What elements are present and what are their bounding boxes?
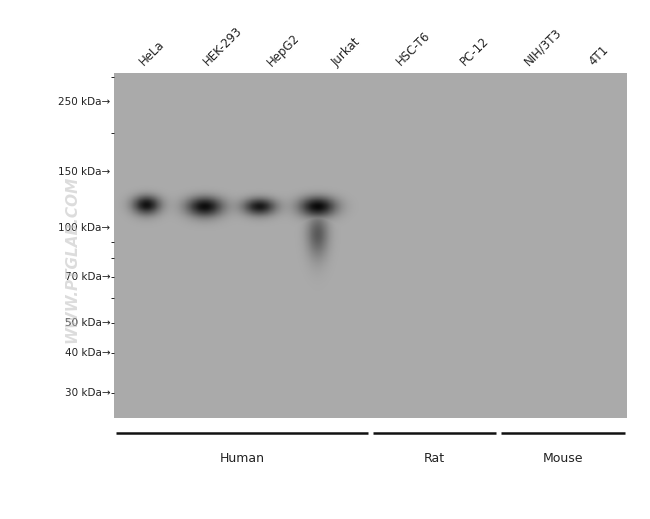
Text: HepG2: HepG2: [265, 31, 303, 69]
Text: 50 kDa→: 50 kDa→: [65, 318, 110, 328]
Text: 70 kDa→: 70 kDa→: [65, 271, 110, 282]
Text: Human: Human: [220, 452, 265, 465]
Text: WWW.PTGLAB.COM: WWW.PTGLAB.COM: [64, 176, 79, 343]
Text: 100 kDa→: 100 kDa→: [58, 223, 110, 233]
Text: 150 kDa→: 150 kDa→: [58, 167, 110, 177]
Text: Mouse: Mouse: [543, 452, 583, 465]
Text: PC-12: PC-12: [458, 35, 491, 69]
Text: 40 kDa→: 40 kDa→: [65, 348, 110, 358]
Text: HeLa: HeLa: [136, 38, 167, 69]
Text: Jurkat: Jurkat: [329, 35, 363, 69]
Text: Rat: Rat: [424, 452, 445, 465]
Text: HSC-T6: HSC-T6: [393, 30, 432, 69]
Text: 30 kDa→: 30 kDa→: [65, 388, 110, 398]
Text: NIH/3T3: NIH/3T3: [522, 26, 564, 69]
Text: 4T1: 4T1: [586, 44, 611, 69]
Text: HEK-293: HEK-293: [201, 24, 245, 69]
Text: 250 kDa→: 250 kDa→: [58, 97, 110, 107]
